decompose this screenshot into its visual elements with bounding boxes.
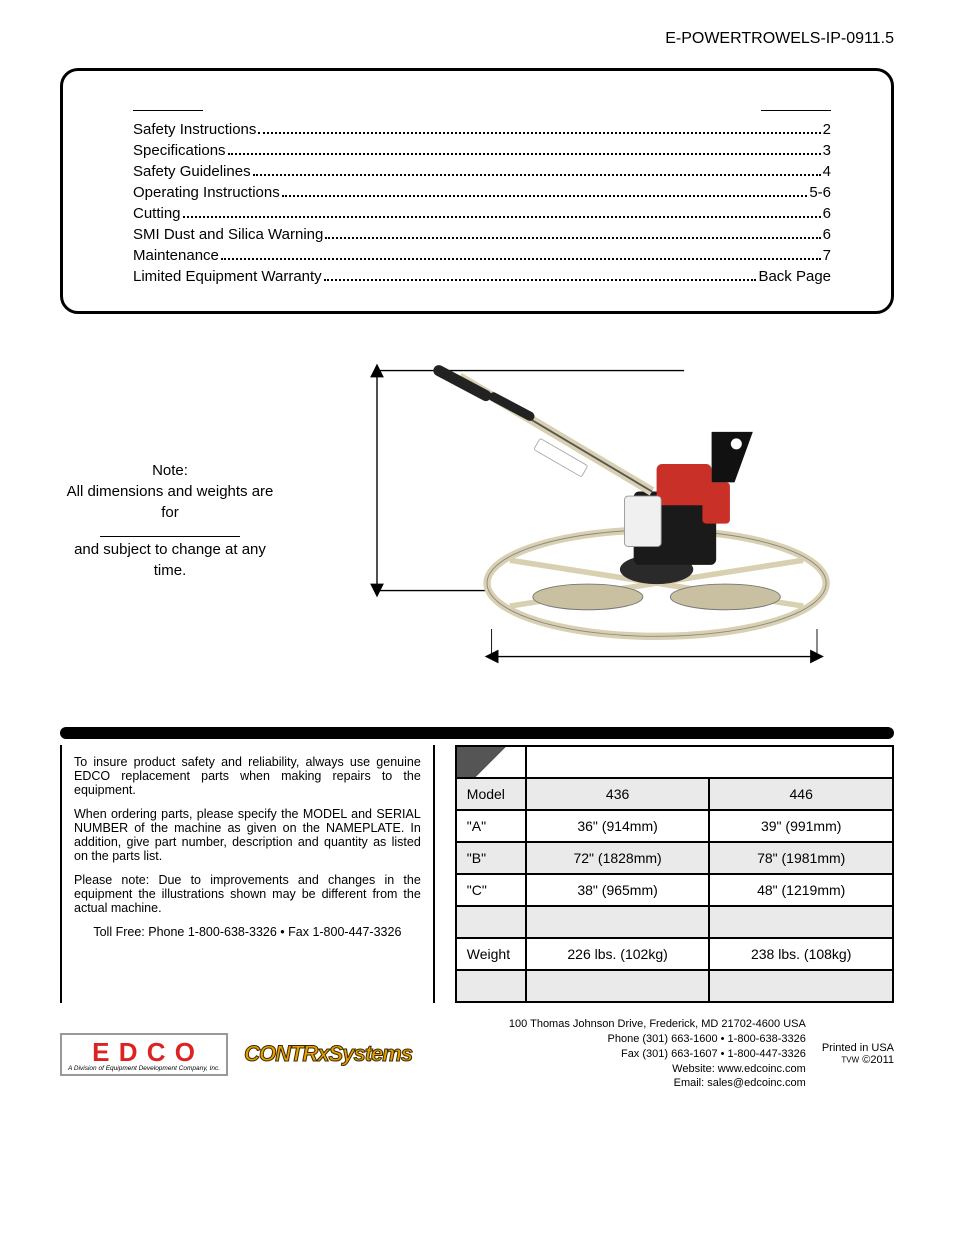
toc-dots	[221, 247, 821, 261]
spec-header-corner	[456, 746, 526, 778]
spec-cell: 446	[709, 778, 893, 810]
toc-label: Limited Equipment Warranty	[133, 266, 322, 287]
toc-label: Safety Instructions	[133, 119, 256, 140]
table-row	[456, 906, 893, 938]
table-row	[456, 970, 893, 1002]
toc-row: Maintenance 7	[133, 245, 831, 266]
ordering-p2: When ordering parts, please specify the …	[74, 807, 421, 863]
toc-row: Operating Instructions 5-6	[133, 182, 831, 203]
edco-logo-subtext: A Division of Equipment Development Comp…	[68, 1065, 220, 1072]
contrx-logo-text: CONTRxSystems	[244, 1041, 412, 1066]
section-divider-bar	[60, 727, 894, 739]
spec-cell: 436	[526, 778, 710, 810]
note-underline	[100, 523, 240, 537]
spec-cell: 78" (1981mm)	[709, 842, 893, 874]
toc-dots	[228, 142, 821, 156]
toc-dots	[253, 163, 821, 177]
toc-row: Specifications 3	[133, 140, 831, 161]
note-block: Note: All dimensions and weights are for…	[60, 460, 280, 581]
spec-row-label	[456, 906, 526, 938]
spec-row-label	[456, 970, 526, 1002]
table-row: "B"72" (1828mm)78" (1981mm)	[456, 842, 893, 874]
note-line1: Note:	[60, 460, 280, 481]
toc-dots	[325, 226, 820, 240]
toc-header-right-underline	[761, 95, 831, 111]
diagram-area: Note: All dimensions and weights are for…	[60, 354, 894, 687]
lower-section: To insure product safety and reliability…	[60, 745, 894, 1003]
spec-cell: 48" (1219mm)	[709, 874, 893, 906]
spec-row-label: "B"	[456, 842, 526, 874]
footer-address: 100 Thomas Johnson Drive, Frederick, MD …	[428, 1017, 806, 1032]
toc-page: 4	[823, 161, 831, 182]
toc-page: 6	[823, 203, 831, 224]
edco-logo-text: E D C O	[68, 1039, 220, 1065]
footer-tvw: TVW	[841, 1056, 859, 1065]
toc-dots	[282, 184, 808, 198]
product-diagram	[300, 354, 894, 687]
ordering-p1: To insure product safety and reliability…	[74, 755, 421, 797]
footer-contact: 100 Thomas Johnson Drive, Frederick, MD …	[428, 1017, 806, 1091]
spec-row-label: Weight	[456, 938, 526, 970]
table-row: Weight226 lbs. (102kg)238 lbs. (108kg)	[456, 938, 893, 970]
toc-page: 6	[823, 224, 831, 245]
spec-row-label: Model	[456, 778, 526, 810]
edco-logo: E D C O A Division of Equipment Developm…	[60, 1033, 228, 1076]
table-row: Model436446	[456, 778, 893, 810]
table-row: "A"36" (914mm)39" (991mm)	[456, 810, 893, 842]
footer-copyright: ©2011	[862, 1054, 894, 1066]
spec-cell: 38" (965mm)	[526, 874, 710, 906]
spec-cell: 36" (914mm)	[526, 810, 710, 842]
footer-right: Printed in USA TVW ©2011	[822, 1042, 894, 1066]
spec-cell	[709, 970, 893, 1002]
toc-body: Safety Instructions2Specifications3Safet…	[133, 119, 831, 287]
spec-header-span	[526, 746, 893, 778]
toc-row: Cutting 6	[133, 203, 831, 224]
note-line2: All dimensions and weights are for	[60, 481, 280, 523]
footer-website: Website: www.edcoinc.com	[428, 1062, 806, 1077]
ordering-tollfree: Toll Free: Phone 1-800-638-3326 • Fax 1-…	[74, 925, 421, 939]
toc-label: Maintenance	[133, 245, 219, 266]
footer-printed: Printed in USA	[822, 1042, 894, 1054]
toc-page: 7	[823, 245, 831, 266]
spec-cell	[709, 906, 893, 938]
toc-page: Back Page	[758, 266, 831, 287]
contrx-logo: CONTRxSystems	[244, 1041, 412, 1067]
toc-dots	[324, 268, 757, 282]
spec-header-row	[456, 746, 893, 778]
toc-row: Safety Instructions 2	[133, 119, 831, 140]
spec-cell: 226 lbs. (102kg)	[526, 938, 710, 970]
footer-email: Email: sales@edcoinc.com	[428, 1076, 806, 1091]
spec-cell: 72" (1828mm)	[526, 842, 710, 874]
toc-label: Cutting	[133, 203, 181, 224]
toc-page: 2	[823, 119, 831, 140]
note-line3: and subject to change at any time.	[60, 539, 280, 581]
footer-phone: Phone (301) 663-1600 • 1-800-638-3326	[428, 1032, 806, 1047]
toc-dots	[258, 121, 820, 135]
spec-row-label: "A"	[456, 810, 526, 842]
toc-label: SMI Dust and Silica Warning	[133, 224, 323, 245]
footer-fax: Fax (301) 663-1607 • 1-800-447-3326	[428, 1047, 806, 1062]
spec-cell: 238 lbs. (108kg)	[709, 938, 893, 970]
toc-row: Safety Guidelines 4	[133, 161, 831, 182]
document-id: E-POWERTROWELS-IP-0911.5	[60, 30, 894, 48]
toc-label: Specifications	[133, 140, 226, 161]
toc-box: Safety Instructions2Specifications3Safet…	[60, 68, 894, 314]
toc-row: Limited Equipment Warranty Back Page	[133, 266, 831, 287]
spec-cell	[526, 970, 710, 1002]
spec-row-label: "C"	[456, 874, 526, 906]
spec-cell	[526, 906, 710, 938]
toc-label: Operating Instructions	[133, 182, 280, 203]
table-row: "C"38" (965mm)48" (1219mm)	[456, 874, 893, 906]
toc-dots	[183, 205, 821, 219]
ordering-p3: Please note: Due to improvements and cha…	[74, 873, 421, 915]
ordering-box: To insure product safety and reliability…	[60, 745, 435, 1003]
toc-row: SMI Dust and Silica Warning 6	[133, 224, 831, 245]
footer: E D C O A Division of Equipment Developm…	[60, 1017, 894, 1091]
toc-page: 5-6	[809, 182, 831, 203]
toc-header-left-underline	[133, 95, 203, 111]
toc-page: 3	[823, 140, 831, 161]
toc-label: Safety Guidelines	[133, 161, 251, 182]
spec-table: Model436446"A"36" (914mm)39" (991mm)"B"7…	[455, 745, 894, 1003]
spec-cell: 39" (991mm)	[709, 810, 893, 842]
